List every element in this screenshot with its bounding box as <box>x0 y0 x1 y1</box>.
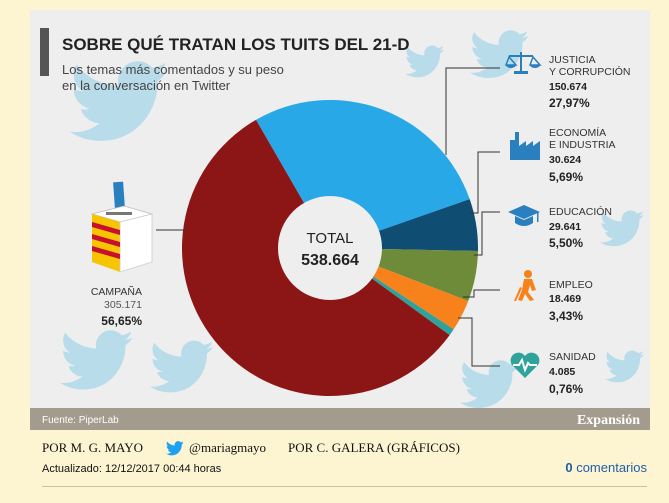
twitter-handle-link[interactable]: @mariagmayo <box>189 440 266 455</box>
value-campana: 305.171 <box>104 299 142 311</box>
ballot-box-icon <box>90 181 154 273</box>
percent-empleo: 3,43% <box>549 309 583 323</box>
percent-justicia: 27,97% <box>549 96 590 110</box>
brand-logo: Expansión <box>577 413 640 428</box>
value-economia: 30.624 <box>549 154 581 166</box>
percent-sanidad: 0,76% <box>549 382 583 396</box>
value-empleo: 18.469 <box>549 293 581 305</box>
label-empleo: EMPLEO <box>549 279 593 291</box>
percent-economia: 5,69% <box>549 170 583 184</box>
label-campana: CAMPAÑA <box>91 285 142 298</box>
leader-line-sanidad <box>458 317 500 367</box>
value-justicia: 150.674 <box>549 81 587 93</box>
label-economia-line2: E INDUSTRIA <box>549 139 616 151</box>
worker-icon <box>514 270 536 301</box>
label-sanidad: SANIDAD <box>549 351 596 363</box>
byline: POR M. G. MAYO @mariagmayo POR C. GALERA… <box>42 440 460 456</box>
label-educacion: EDUCACIÓN <box>549 205 612 218</box>
leader-lines <box>156 67 500 367</box>
comments-label[interactable]: comentarios <box>576 460 647 475</box>
author-byline: POR M. G. MAYO <box>42 440 144 455</box>
leader-line-economia <box>470 151 500 214</box>
comments-count[interactable]: 0 <box>565 460 573 475</box>
comments-link[interactable]: 0 comentarios <box>565 460 647 475</box>
chart-subtitle-line1: Los temas más comentados y su peso <box>62 62 284 77</box>
leader-line-empleo <box>463 289 500 298</box>
heart-monitor-icon <box>510 352 540 378</box>
source-bar <box>30 408 650 430</box>
center-label: TOTAL <box>307 230 354 247</box>
leader-line-educacion <box>474 211 500 256</box>
updated-timestamp: Actualizado: 12/12/2017 00:44 horas <box>42 463 222 475</box>
label-justicia-line1: JUSTICIA <box>549 54 596 66</box>
graduation-cap-icon <box>508 205 540 226</box>
graphics-byline: POR C. GALERA (GRÁFICOS) <box>287 440 460 455</box>
title-accent-bar <box>40 28 49 76</box>
chart-subtitle-line2: en la conversación en Twitter <box>62 78 231 93</box>
scales-icon <box>504 52 542 74</box>
label-justicia-line2: Y CORRUPCIÓN <box>549 65 630 78</box>
factory-icon <box>510 132 540 160</box>
label-economia-line1: ECONOMÍA <box>549 126 606 139</box>
value-sanidad: 4.085 <box>549 366 575 378</box>
value-educacion: 29.641 <box>549 221 581 233</box>
leader-line-justicia <box>445 67 500 155</box>
percent-campana: 56,65% <box>101 314 142 328</box>
center-value: 538.664 <box>301 252 359 269</box>
donut-hole <box>278 196 382 300</box>
divider <box>42 486 647 487</box>
twitter-icon[interactable] <box>165 441 185 456</box>
source-text: Fuente: PiperLab <box>42 415 119 426</box>
percent-educacion: 5,50% <box>549 236 583 250</box>
chart-title: SOBRE QUÉ TRATAN LOS TUITS DEL 21-D <box>62 35 410 54</box>
